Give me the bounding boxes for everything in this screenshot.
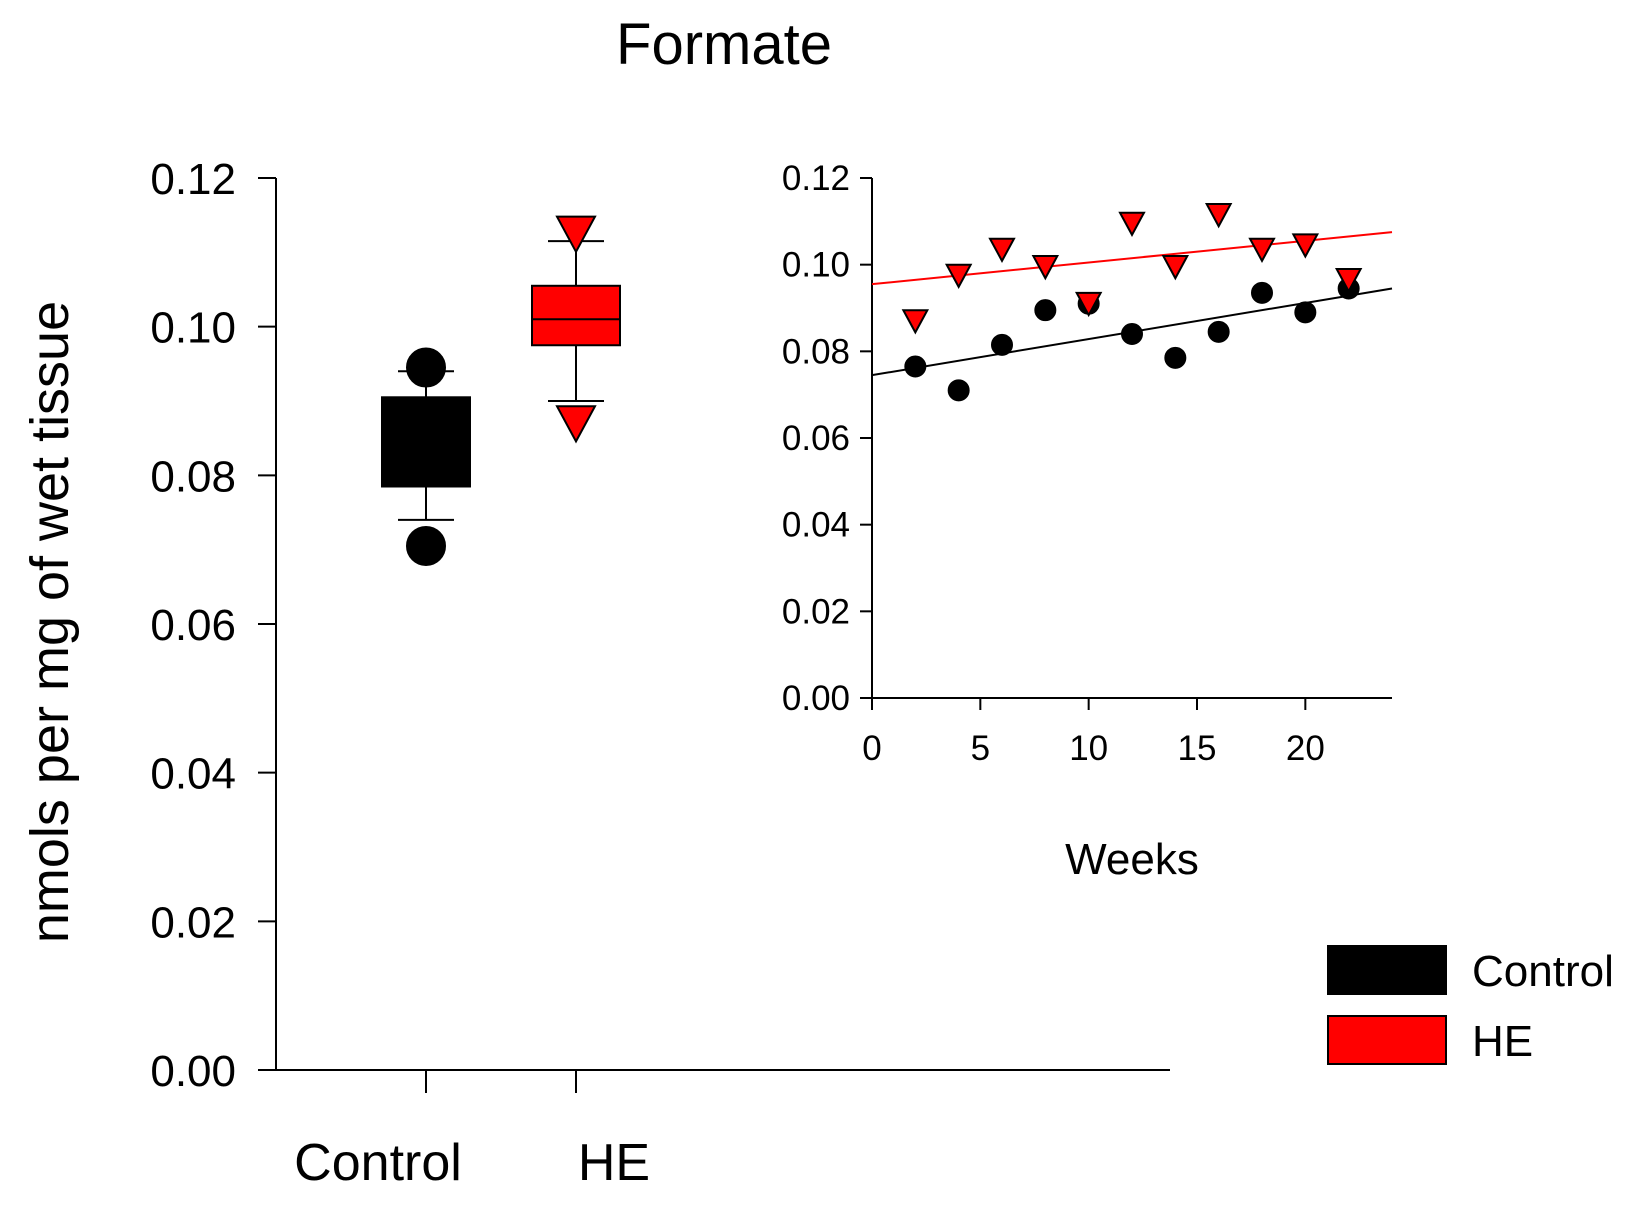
data-point: [904, 355, 927, 378]
y-axis-label: nmols per mg of wet tissue: [20, 301, 80, 943]
box-control: [381, 347, 471, 566]
inset-y-tick-label: 0.02: [782, 592, 850, 631]
inset-x-tick-label: 5: [971, 729, 990, 768]
inset-y-tick-label: 0.12: [782, 159, 850, 198]
inset-x-tick-label: 10: [1069, 729, 1108, 768]
inset-x-axis-label: Weeks: [1065, 835, 1199, 884]
legend-label: HE: [1472, 1017, 1533, 1066]
data-point: [1034, 299, 1057, 322]
outlier-point: [406, 525, 446, 566]
data-point: [1248, 237, 1276, 264]
legend-swatch: [1327, 945, 1447, 995]
main-y-tick-label: 0.00: [150, 1047, 236, 1096]
data-point: [1294, 301, 1317, 324]
inset-y-tick-label: 0.08: [782, 332, 850, 371]
inset-y-ticks: 0.00 0.02 0.04 0.06 0.08 0.10 0.12: [782, 159, 872, 718]
main-y-tick-label: 0.08: [150, 452, 236, 501]
legend-label: Control: [1472, 947, 1614, 996]
data-point: [1334, 268, 1363, 294]
data-point: [1251, 281, 1273, 304]
outlier-point: [406, 347, 446, 388]
main-y-tick-label: 0.06: [150, 601, 236, 650]
category-label: HE: [578, 1134, 650, 1192]
series-control: [871, 277, 1393, 402]
data-point: [947, 379, 970, 402]
inset-series: [871, 203, 1393, 402]
main-y-tick-label: 0.04: [150, 750, 236, 799]
main-x-ticks: Control HE: [294, 1070, 650, 1192]
inset-y-tick-label: 0.06: [782, 419, 850, 458]
legend-item-control: Control: [1327, 945, 1614, 996]
inset-x-ticks: 0 5 10 15 20: [862, 698, 1325, 768]
box-he: [531, 215, 621, 444]
inset-x-tick-label: 20: [1286, 729, 1325, 768]
data-point: [1291, 233, 1320, 259]
chart-title: Formate: [616, 12, 832, 77]
data-point: [1204, 203, 1233, 229]
outlier-point: [555, 215, 597, 254]
inset-y-tick-label: 0.00: [782, 679, 850, 718]
data-point: [901, 309, 930, 335]
inset-x-tick-label: 0: [862, 729, 881, 768]
data-point: [1161, 255, 1190, 281]
data-point: [988, 237, 1016, 264]
inset-y-tick-label: 0.04: [782, 506, 850, 545]
main-y-tick-label: 0.10: [150, 304, 236, 353]
outlier-point: [555, 405, 597, 444]
series-he: [871, 203, 1393, 335]
data-point: [991, 333, 1013, 356]
data-point: [1074, 291, 1103, 318]
legend-swatch: [1327, 1015, 1447, 1065]
box-body: [381, 396, 471, 488]
data-point: [944, 263, 973, 290]
inset-plot: 0.00 0.02 0.04 0.06 0.08 0.10 0.12 0 5 10 15 20 We…: [782, 159, 1393, 884]
inset-x-tick-label: 15: [1178, 729, 1217, 768]
data-point: [1164, 346, 1187, 369]
main-plot: 0.00 0.02 0.04 0.06 0.08 0.10 0.12 Control HE: [150, 155, 1170, 1192]
box-body: [531, 284, 621, 347]
data-point: [1118, 211, 1146, 238]
legend-item-he: HE: [1327, 1015, 1533, 1066]
main-y-tick-label: 0.12: [150, 155, 236, 204]
box-plots: [381, 215, 621, 566]
data-point: [1207, 320, 1230, 343]
data-point: [1031, 255, 1060, 281]
category-label: Control: [294, 1134, 462, 1192]
inset-y-tick-label: 0.10: [782, 246, 850, 285]
legend: Control HE: [1327, 945, 1614, 1066]
data-point: [1121, 323, 1143, 345]
main-y-tick-label: 0.02: [150, 898, 236, 947]
main-y-ticks: 0.00 0.02 0.04 0.06 0.08 0.10 0.12: [150, 155, 276, 1096]
